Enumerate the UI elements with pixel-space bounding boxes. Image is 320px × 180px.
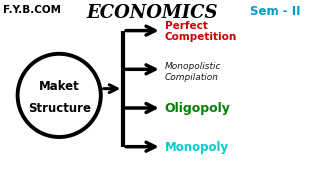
Text: Sem - II: Sem - II	[250, 5, 300, 18]
Text: Oligopoly: Oligopoly	[165, 102, 231, 115]
Text: F.Y.B.COM: F.Y.B.COM	[3, 5, 61, 15]
Text: Structure: Structure	[28, 102, 91, 114]
Text: ECONOMICS: ECONOMICS	[86, 4, 218, 22]
Text: Monopolistic
Compilation: Monopolistic Compilation	[165, 62, 221, 82]
Text: Maket: Maket	[39, 80, 80, 93]
Text: Monopoly: Monopoly	[165, 141, 229, 154]
Text: Perfect
Competition: Perfect Competition	[165, 21, 237, 42]
